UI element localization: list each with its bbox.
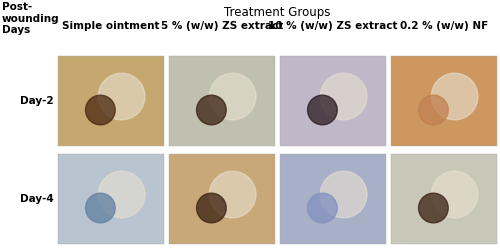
Text: Day-2: Day-2 [20,96,54,106]
Circle shape [196,95,226,125]
Circle shape [432,171,478,218]
Circle shape [210,73,256,120]
Bar [280,154,386,244]
Circle shape [320,171,367,218]
Circle shape [98,171,145,218]
Circle shape [98,73,145,120]
Text: 0.2 % (w/w) NF: 0.2 % (w/w) NF [400,21,488,31]
Bar [280,56,386,146]
Circle shape [210,171,256,218]
Text: Simple ointment: Simple ointment [62,21,160,31]
Text: 5 % (w/w) ZS extract: 5 % (w/w) ZS extract [161,21,283,31]
Circle shape [320,73,367,120]
Text: 10 % (w/w) ZS extract: 10 % (w/w) ZS extract [268,21,398,31]
Circle shape [86,193,115,223]
Circle shape [432,73,478,120]
Circle shape [308,95,337,125]
Bar [169,56,275,146]
Text: Day-4: Day-4 [20,194,54,204]
Circle shape [418,95,448,125]
Circle shape [418,193,448,223]
Text: Treatment Groups: Treatment Groups [224,6,330,19]
Circle shape [308,193,337,223]
Bar [58,154,164,244]
Text: Post-
wounding
Days: Post- wounding Days [2,2,59,35]
Bar [58,56,164,146]
Bar [169,154,275,244]
Circle shape [86,95,115,125]
Bar [391,56,497,146]
Circle shape [196,193,226,223]
Bar [391,154,497,244]
